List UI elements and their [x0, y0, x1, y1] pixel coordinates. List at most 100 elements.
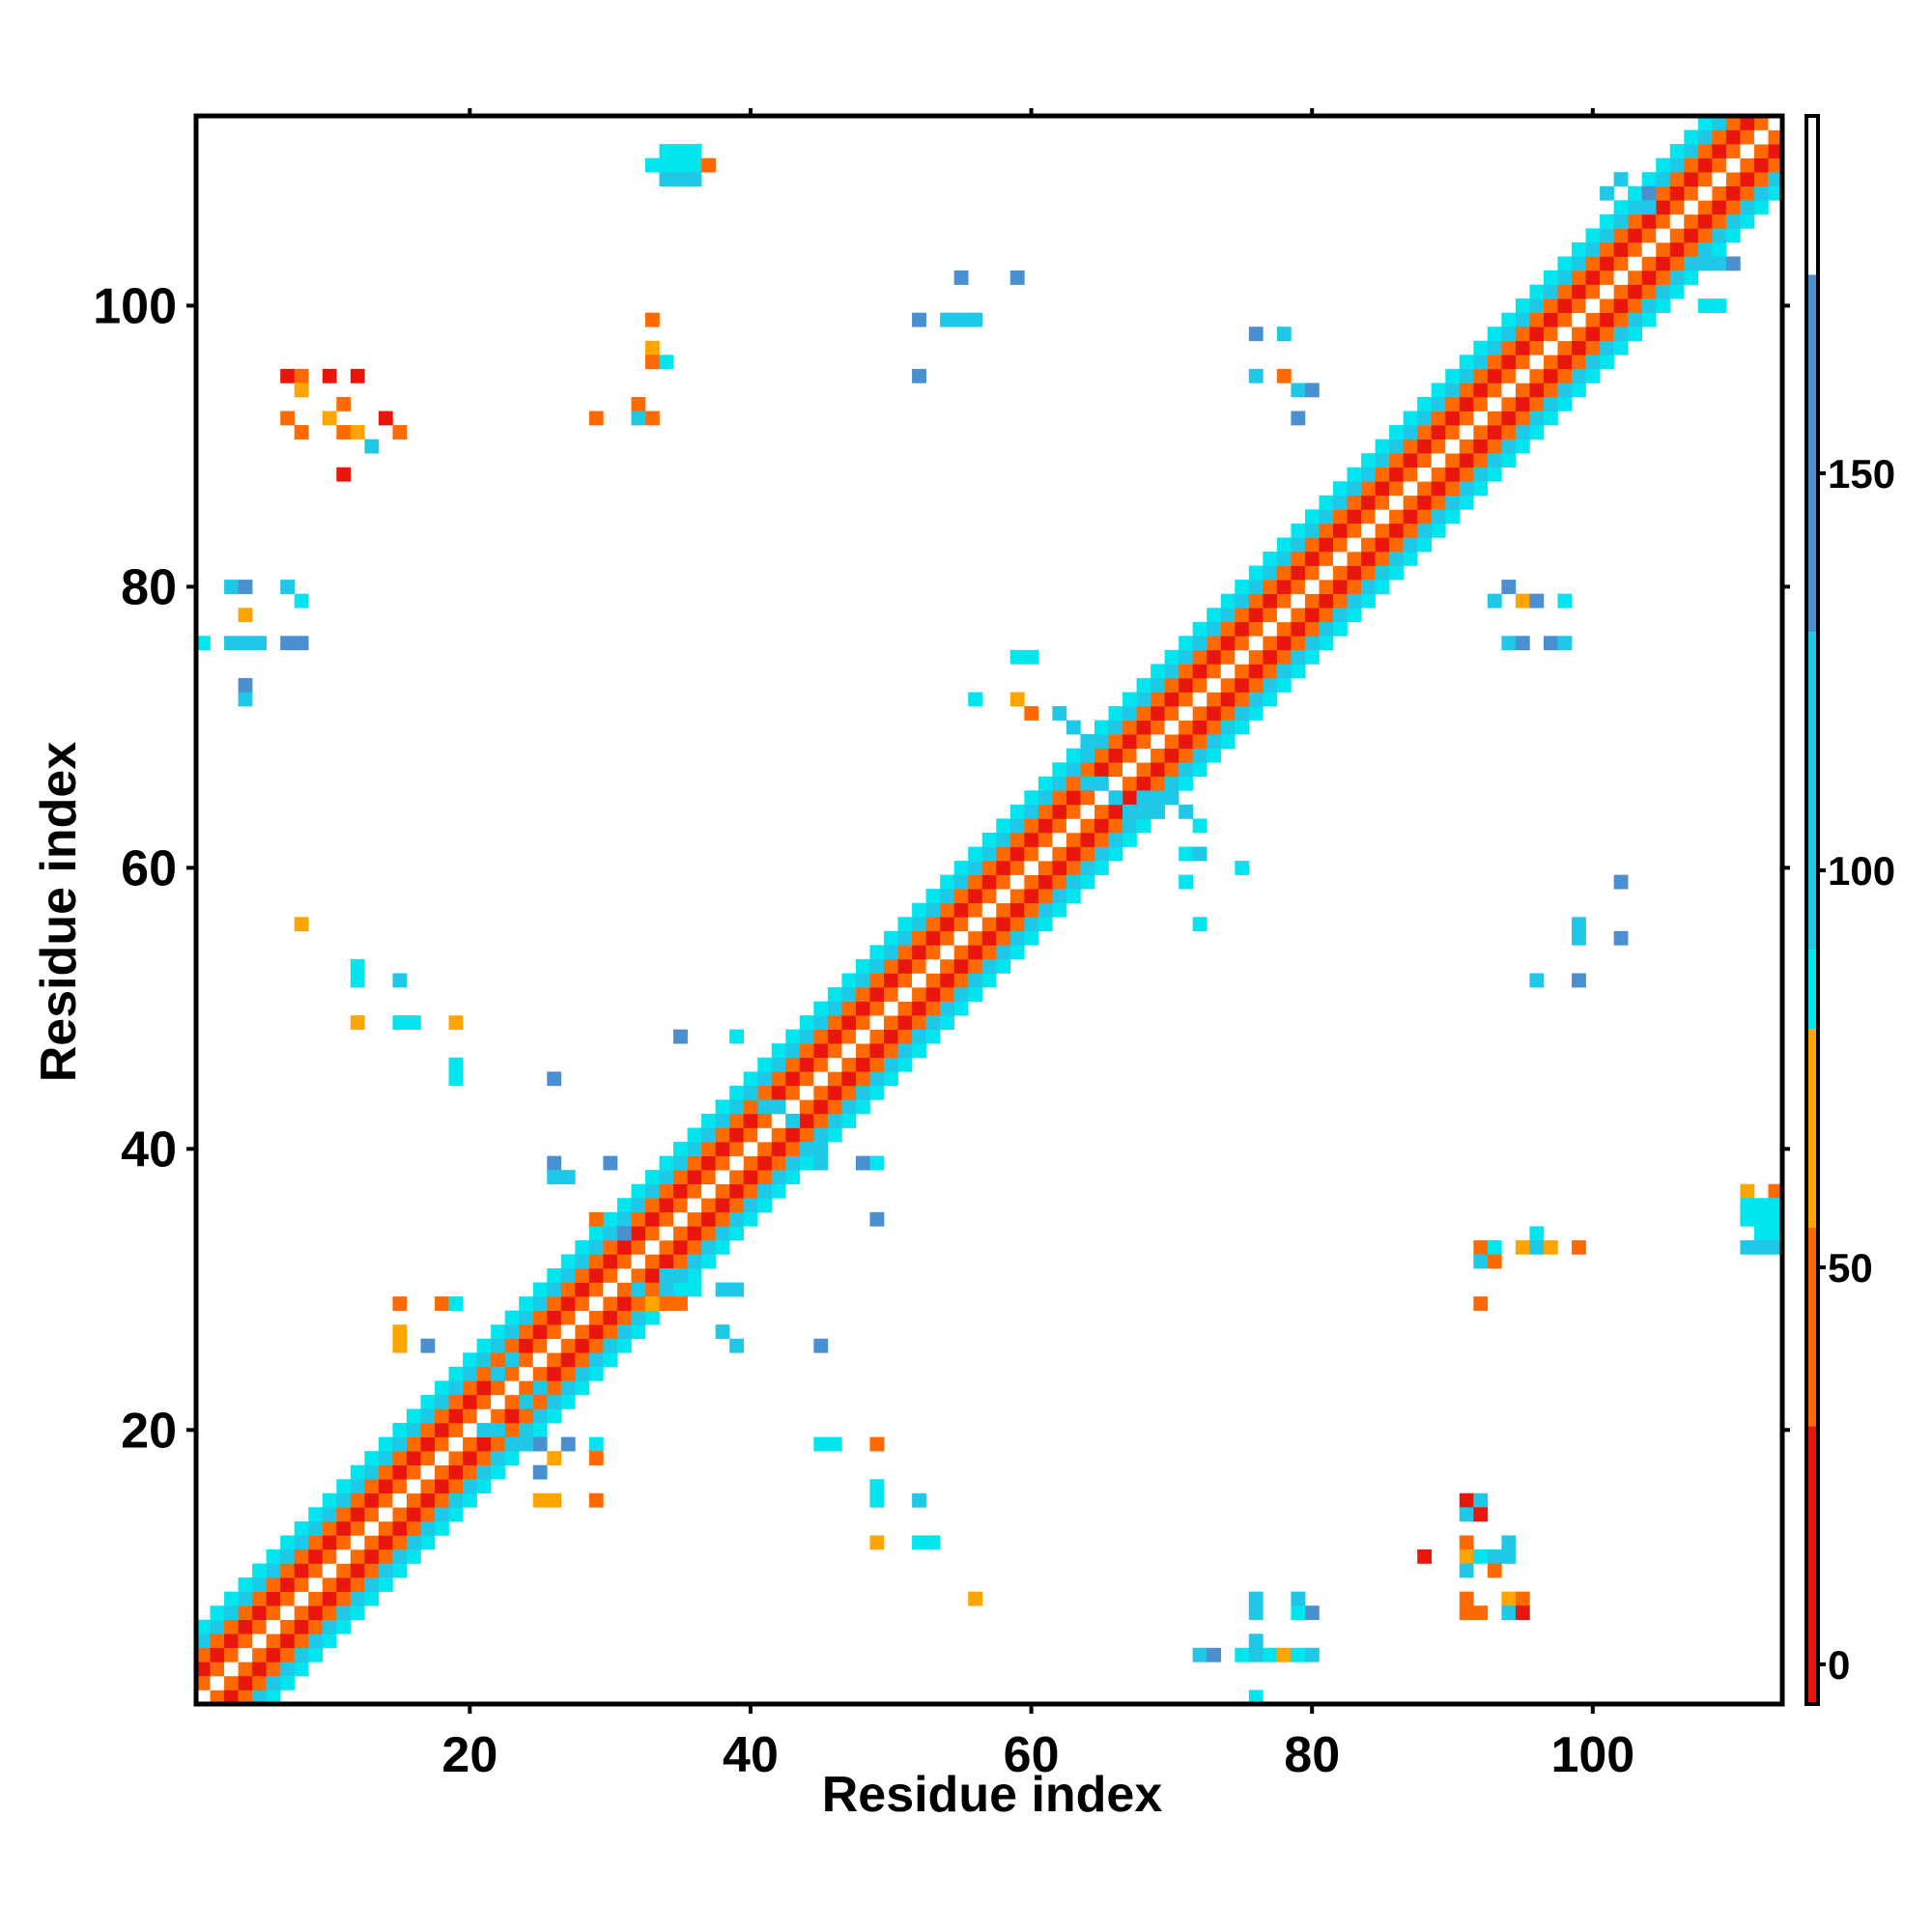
heatmap-cell: [1276, 677, 1292, 693]
heatmap-cell: [1697, 200, 1713, 215]
heatmap-cell: [1628, 284, 1642, 299]
heatmap-cell: [1572, 340, 1586, 355]
x-tick-label: 100: [1550, 1727, 1634, 1783]
heatmap-cell: [238, 1619, 253, 1634]
heatmap-cell: [1065, 874, 1081, 890]
heatmap-cell: [1515, 298, 1530, 313]
heatmap-cell: [673, 1142, 688, 1156]
heatmap-cell: [981, 832, 997, 847]
heatmap-cell: [1094, 762, 1109, 778]
heatmap-cell: [547, 1492, 562, 1508]
heatmap-cell: [1712, 228, 1727, 243]
heatmap-cell: [1740, 185, 1755, 201]
heatmap-cell: [1235, 692, 1250, 707]
heatmap-cell: [771, 1043, 786, 1059]
heatmap-cell: [841, 1015, 857, 1030]
x-tick-label: 20: [441, 1727, 497, 1783]
heatmap-cell: [519, 1423, 534, 1437]
heatmap-cell: [1052, 874, 1067, 890]
heatmap-cell: [729, 1155, 745, 1171]
heatmap-cell: [1151, 706, 1165, 721]
heatmap-cell: [827, 1113, 842, 1128]
heatmap-cell: [1304, 621, 1320, 637]
heatmap-cell: [1697, 185, 1713, 201]
heatmap-cell: [435, 1408, 449, 1424]
heatmap-cell: [1641, 312, 1657, 327]
heatmap-cell: [435, 1436, 449, 1452]
heatmap-cell: [1431, 396, 1446, 412]
heatmap-cell: [968, 930, 983, 946]
heatmap-cell: [1151, 720, 1165, 735]
heatmap-cell: [547, 1408, 562, 1424]
heatmap-cell: [1235, 580, 1250, 594]
heatmap-cell: [631, 1267, 646, 1283]
heatmap-cell: [1628, 270, 1642, 285]
heatmap-cell: [925, 917, 941, 932]
heatmap-cell: [1389, 552, 1404, 566]
heatmap-cell: [1333, 593, 1348, 609]
heatmap-cell: [953, 270, 969, 285]
heatmap-cell: [1179, 706, 1193, 721]
heatmap-cell: [547, 1451, 562, 1465]
heatmap-cell: [336, 467, 352, 482]
heatmap-cell: [575, 1254, 590, 1269]
heatmap-cell: [869, 1071, 885, 1087]
heatmap-cell: [238, 1690, 253, 1705]
heatmap-cell: [1473, 1507, 1489, 1522]
heatmap-cell: [968, 917, 983, 932]
heatmap-cell: [1515, 368, 1530, 384]
heatmap-cell: [420, 1451, 436, 1465]
heatmap-cell: [294, 636, 309, 651]
heatmap-cell: [841, 1071, 857, 1087]
heatmap-cell: [631, 1282, 646, 1297]
heatmap-cell: [575, 1310, 590, 1325]
heatmap-cell: [1179, 636, 1193, 651]
heatmap-cell: [280, 411, 296, 426]
heatmap-cell: [1543, 368, 1558, 384]
heatmap-cell: [1473, 1296, 1489, 1311]
heatmap-cell: [659, 1282, 674, 1297]
heatmap-cell: [644, 1296, 660, 1311]
heatmap-cell: [603, 1324, 618, 1340]
heatmap-cell: [799, 1071, 814, 1087]
heatmap-cell: [547, 1296, 562, 1311]
heatmap-cell: [715, 1239, 730, 1255]
heatmap-cell: [729, 1338, 745, 1353]
heatmap-cell: [701, 1239, 716, 1255]
heatmap-cell: [603, 1239, 618, 1255]
heatmap-cell: [1179, 776, 1193, 791]
heatmap-cell: [1319, 621, 1334, 637]
heatmap-cell: [1613, 327, 1629, 342]
heatmap-cell: [435, 1380, 449, 1396]
heatmap-cell: [1501, 411, 1517, 426]
heatmap-cell: [560, 1394, 576, 1409]
heatmap-cell: [1501, 327, 1517, 342]
heatmap-cell: [1333, 509, 1348, 525]
heatmap-cell: [392, 1296, 408, 1311]
heatmap-cell: [519, 1296, 534, 1311]
heatmap-cell: [294, 917, 309, 932]
heatmap-cell: [659, 1211, 674, 1227]
heatmap-cell: [1543, 1239, 1558, 1255]
heatmap-cell: [224, 1662, 239, 1677]
heatmap-cell: [1276, 593, 1292, 609]
heatmap-cell: [1151, 762, 1165, 778]
heatmap-cell: [1052, 790, 1067, 806]
heatmap-cell: [1459, 1548, 1474, 1564]
heatmap-cell: [224, 1591, 239, 1606]
heatmap-cell: [1740, 1198, 1755, 1213]
heatmap-cell: [1445, 495, 1461, 510]
heatmap-cell: [644, 355, 660, 370]
heatmap-cell: [560, 1338, 576, 1353]
heatmap-cell: [420, 1394, 436, 1409]
heatmap-cell: [1431, 383, 1446, 398]
heatmap-cell: [336, 1563, 352, 1578]
heatmap-cell: [196, 1647, 211, 1662]
heatmap-cell: [968, 987, 983, 1002]
heatmap-cell: [532, 1408, 548, 1424]
heatmap-cell: [1697, 242, 1713, 257]
heatmap-cell: [1108, 734, 1123, 749]
heatmap-cell: [1304, 523, 1320, 538]
heatmap-cell: [1009, 930, 1025, 946]
heatmap-cell: [448, 1464, 464, 1480]
